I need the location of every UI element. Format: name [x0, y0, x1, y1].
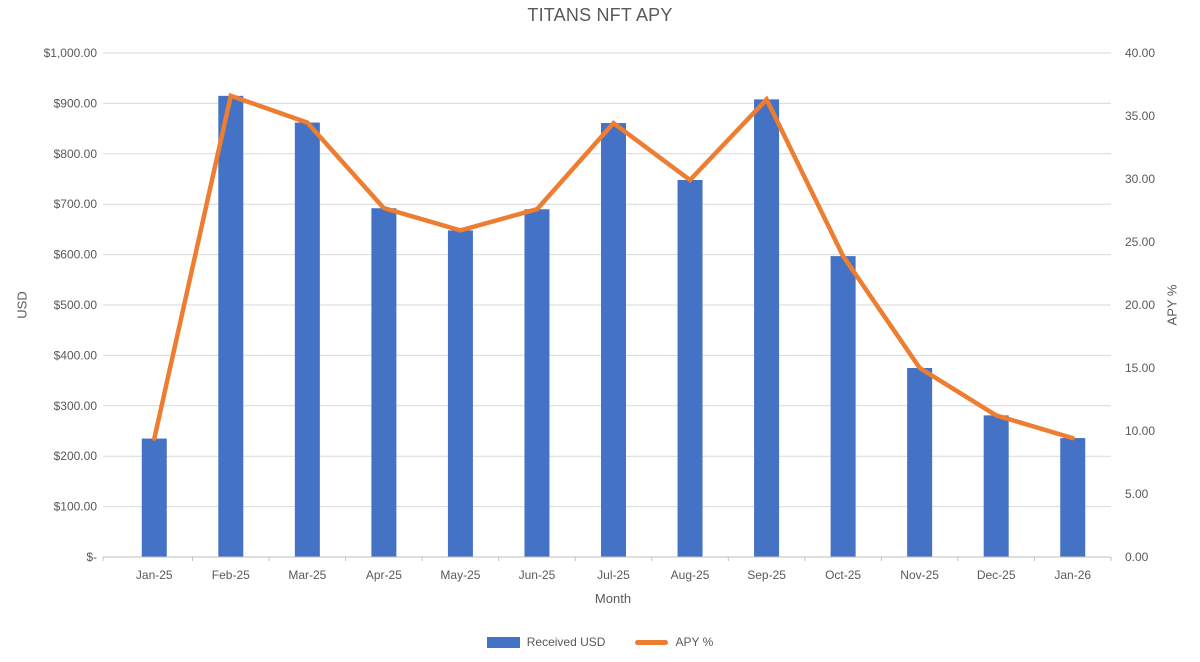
left-axis-tick-label: $100.00	[54, 500, 98, 514]
left-axis-tick-label: $300.00	[54, 399, 98, 413]
bar-series-swatch-icon	[486, 636, 520, 648]
category-label: May-25	[440, 568, 480, 582]
category-label: Sep-25	[747, 568, 786, 582]
right-axis-tick-label: 30.00	[1125, 172, 1155, 186]
left-axis-tick-label: $500.00	[54, 298, 98, 312]
left-axis-tick-label: $900.00	[54, 96, 98, 110]
right-axis-tick-label: 10.00	[1125, 424, 1155, 438]
legend-label-apy: APY %	[675, 635, 714, 649]
right-axis-tick-label: 20.00	[1125, 298, 1155, 312]
right-axis-tick-label: 40.00	[1125, 46, 1155, 60]
right-axis-tick-label: 15.00	[1125, 361, 1155, 375]
category-label: Jun-25	[519, 568, 556, 582]
bar-May-25[interactable]	[447, 230, 473, 557]
line-series-swatch-icon	[635, 639, 669, 645]
right-axis-tick-label: 0.00	[1125, 550, 1149, 564]
legend-item-apy[interactable]: APY %	[635, 635, 713, 649]
bar-Mar-25[interactable]	[294, 122, 320, 557]
bar-Jan-26[interactable]	[1060, 438, 1086, 557]
left-axis-tick-label: $-	[86, 550, 97, 564]
bar-Jul-25[interactable]	[601, 123, 626, 557]
category-label: Dec-25	[977, 568, 1016, 582]
bar-Oct-25[interactable]	[830, 256, 856, 557]
category-label: Oct-25	[825, 568, 861, 582]
right-axis-tick-label: 25.00	[1125, 235, 1155, 249]
bar-Jan-25[interactable]	[141, 438, 167, 557]
bar-Feb-25[interactable]	[218, 95, 244, 557]
category-label: Mar-25	[288, 568, 326, 582]
left-axis-tick-label: $400.00	[54, 348, 98, 362]
legend-label-received-usd: Received USD	[526, 635, 606, 649]
bar-Sep-25[interactable]	[754, 99, 780, 558]
apy-line[interactable]	[152, 92, 1075, 441]
right-axis-tick-label: 5.00	[1125, 487, 1149, 501]
left-axis-tick-label: $600.00	[54, 248, 98, 262]
right-axis-tick-label: 35.00	[1125, 109, 1155, 123]
bar-Dec-25[interactable]	[983, 415, 1009, 557]
legend-item-received-usd[interactable]: Received USD	[486, 635, 606, 649]
category-label: Jan-26	[1054, 568, 1091, 582]
left-axis-title: USD	[14, 291, 30, 319]
left-axis-tick-label: $800.00	[54, 147, 98, 161]
x-axis-title: Month	[594, 591, 632, 606]
category-label: Feb-25	[212, 568, 250, 582]
right-axis-title: APY %	[1164, 284, 1180, 326]
chart-title: TITANS NFT APY	[527, 5, 673, 25]
left-axis-tick-label: $1,000.00	[44, 46, 98, 60]
bar-Aug-25[interactable]	[677, 180, 703, 557]
category-label: Apr-25	[366, 568, 402, 582]
bar-Apr-25[interactable]	[371, 208, 397, 557]
category-label: Jan-25	[136, 568, 173, 582]
legend: Received USD APY %	[0, 635, 1200, 649]
left-axis-tick-label: $700.00	[54, 197, 98, 211]
bar-Nov-25[interactable]	[907, 368, 933, 557]
category-label: Jul-25	[597, 568, 630, 582]
category-label: Aug-25	[671, 568, 710, 582]
category-label: Nov-25	[900, 568, 939, 582]
bar-Jun-25[interactable]	[524, 209, 550, 558]
left-axis-tick-label: $200.00	[54, 449, 98, 463]
